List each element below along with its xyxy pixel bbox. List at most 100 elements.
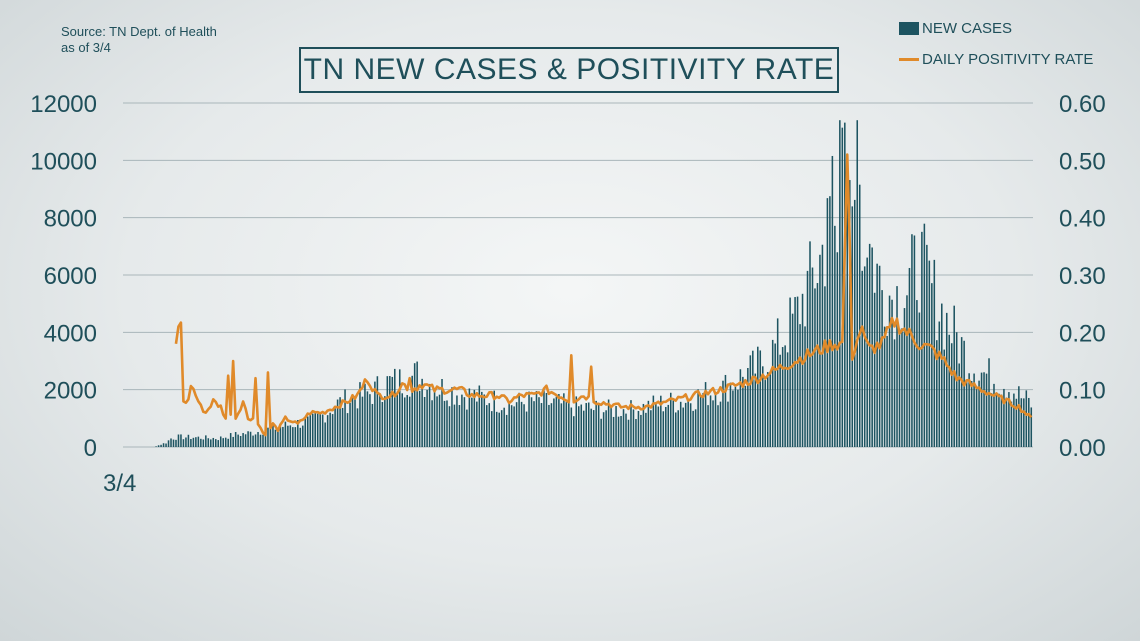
bar (500, 410, 503, 447)
bar (645, 412, 647, 447)
bar (324, 422, 326, 447)
bar (540, 403, 543, 447)
bar (259, 434, 262, 447)
bar (538, 397, 540, 447)
bar (617, 416, 620, 447)
bar (473, 389, 476, 447)
bar (821, 244, 824, 447)
bar (687, 399, 689, 447)
bar (284, 421, 287, 447)
bar (170, 438, 172, 447)
bar (839, 120, 841, 447)
bar (190, 439, 192, 447)
bar (1000, 394, 1003, 447)
bar (391, 376, 394, 447)
bar (936, 340, 938, 447)
bar (610, 406, 612, 447)
bar (272, 423, 274, 447)
bar (660, 395, 662, 447)
bar (796, 296, 799, 447)
bar (334, 408, 336, 447)
bar (413, 363, 416, 447)
as-of-line: as of 3/4 (61, 40, 111, 55)
bar (535, 391, 538, 447)
legend-swatch-line (899, 57, 919, 61)
bar (239, 436, 242, 447)
legend-item-positivity: DAILY POSITIVITY RATE (899, 49, 1093, 69)
bar (162, 443, 165, 447)
bar (232, 436, 234, 447)
bar (160, 444, 162, 447)
bar (1030, 407, 1033, 447)
bar (254, 434, 257, 447)
bar (908, 267, 911, 447)
y-tick-label: 2000 (44, 378, 97, 405)
bar (558, 394, 560, 447)
bar (592, 410, 595, 447)
bar (545, 392, 548, 447)
bar (983, 372, 985, 447)
bar (831, 155, 834, 447)
bar (418, 390, 421, 447)
bar (257, 432, 259, 447)
bar (379, 395, 381, 447)
bar (684, 402, 687, 447)
bar (779, 354, 781, 447)
y-tick-label: 8000 (44, 206, 97, 233)
bar (351, 395, 354, 447)
bar (155, 446, 157, 447)
source-note: Source: TN Dept. of Health as of 3/4 (61, 24, 217, 56)
bar (655, 402, 657, 447)
bar (742, 376, 744, 447)
bar (846, 177, 849, 447)
bar (650, 410, 652, 447)
bar (316, 413, 319, 447)
bar (543, 390, 545, 447)
bar (411, 375, 413, 447)
bar (806, 270, 809, 447)
bar (294, 427, 297, 447)
bar (978, 380, 980, 447)
bar (518, 392, 520, 447)
bar (953, 305, 955, 447)
bar (573, 416, 575, 447)
bar (354, 399, 356, 447)
bar (674, 412, 677, 447)
bar (752, 350, 754, 447)
bar (341, 407, 344, 447)
bar (376, 376, 379, 447)
bar (503, 407, 505, 447)
bar (495, 411, 498, 447)
bar (585, 403, 587, 447)
bar (635, 419, 637, 447)
bar (331, 414, 334, 447)
bar (570, 407, 573, 447)
bar (384, 396, 386, 447)
bar (515, 402, 518, 447)
bar (157, 445, 160, 447)
bar (1008, 392, 1010, 447)
bar (555, 396, 558, 447)
bar (963, 340, 965, 447)
source-line: Source: TN Dept. of Health (61, 24, 217, 39)
bar (530, 397, 533, 447)
bar (1010, 401, 1013, 447)
bar (396, 391, 399, 447)
y2-tick-label: 0.20 (1059, 320, 1106, 347)
bar (237, 434, 239, 447)
bar (267, 427, 269, 447)
bar (369, 394, 371, 447)
bar (620, 415, 622, 447)
bar (834, 225, 836, 447)
bar (866, 257, 868, 447)
bar (510, 405, 513, 447)
bar (590, 408, 592, 447)
positivity-line (174, 153, 1033, 437)
bar (630, 400, 632, 447)
y-tick-label: 0 (84, 435, 97, 462)
bar (970, 381, 973, 447)
bar (938, 321, 941, 447)
bar (896, 286, 898, 447)
bar (657, 406, 660, 447)
